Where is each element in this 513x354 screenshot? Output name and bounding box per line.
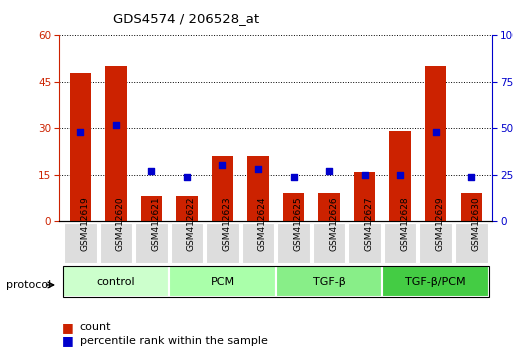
Text: GSM412620: GSM412620: [116, 197, 125, 251]
Bar: [283, 193, 304, 221]
FancyBboxPatch shape: [277, 223, 310, 263]
Point: [147, 168, 155, 174]
Text: GSM412623: GSM412623: [223, 197, 231, 251]
Point: [289, 174, 298, 179]
Point: [183, 174, 191, 179]
Text: GSM412621: GSM412621: [151, 197, 161, 251]
Text: GSM412624: GSM412624: [258, 197, 267, 251]
Bar: [461, 193, 482, 221]
FancyBboxPatch shape: [63, 266, 169, 297]
Text: GSM412622: GSM412622: [187, 197, 196, 251]
Point: [361, 172, 369, 178]
Bar: [176, 196, 198, 221]
Text: protocol: protocol: [6, 280, 51, 290]
Point: [325, 168, 333, 174]
Text: ■: ■: [62, 321, 73, 334]
Bar: [354, 172, 375, 221]
FancyBboxPatch shape: [313, 223, 345, 263]
Bar: [105, 67, 127, 221]
Point: [396, 172, 404, 178]
Text: GSM412627: GSM412627: [365, 197, 373, 251]
FancyBboxPatch shape: [276, 266, 382, 297]
Text: GSM412626: GSM412626: [329, 197, 338, 251]
FancyBboxPatch shape: [135, 223, 168, 263]
Bar: [141, 196, 162, 221]
FancyBboxPatch shape: [384, 223, 417, 263]
FancyBboxPatch shape: [64, 223, 96, 263]
Bar: [212, 156, 233, 221]
FancyBboxPatch shape: [242, 223, 274, 263]
FancyBboxPatch shape: [382, 266, 489, 297]
FancyBboxPatch shape: [206, 223, 239, 263]
Text: ■: ■: [62, 334, 73, 347]
Text: GSM412628: GSM412628: [400, 197, 409, 251]
Text: TGF-β/PCM: TGF-β/PCM: [405, 277, 466, 287]
FancyBboxPatch shape: [170, 223, 203, 263]
FancyBboxPatch shape: [455, 223, 487, 263]
Point: [467, 174, 475, 179]
Text: percentile rank within the sample: percentile rank within the sample: [80, 336, 267, 346]
Point: [76, 129, 85, 135]
FancyBboxPatch shape: [348, 223, 381, 263]
Text: count: count: [80, 322, 111, 332]
Bar: [319, 193, 340, 221]
Point: [219, 163, 227, 169]
FancyBboxPatch shape: [169, 266, 276, 297]
Bar: [389, 131, 411, 221]
Bar: [425, 67, 446, 221]
Text: GSM412629: GSM412629: [436, 197, 445, 251]
Text: GSM412630: GSM412630: [471, 197, 480, 251]
Point: [112, 122, 120, 127]
Text: GSM412619: GSM412619: [81, 197, 89, 251]
Point: [431, 129, 440, 135]
Text: GSM412625: GSM412625: [293, 197, 303, 251]
FancyBboxPatch shape: [100, 223, 132, 263]
FancyBboxPatch shape: [419, 223, 452, 263]
Text: GDS4574 / 206528_at: GDS4574 / 206528_at: [113, 12, 259, 25]
Bar: [247, 156, 269, 221]
Bar: [70, 73, 91, 221]
Text: PCM: PCM: [210, 277, 234, 287]
Text: control: control: [96, 277, 135, 287]
Point: [254, 166, 262, 172]
Text: TGF-β: TGF-β: [312, 277, 345, 287]
